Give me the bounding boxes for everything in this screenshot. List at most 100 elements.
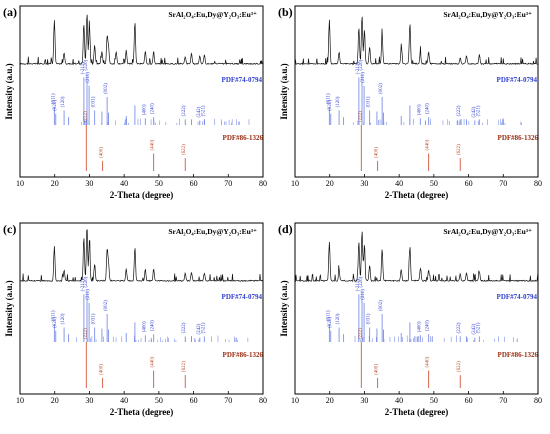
hkl-label: (120) xyxy=(61,96,66,107)
hkl-label: (220) xyxy=(84,59,89,70)
x-tick-label: 10 xyxy=(16,179,24,188)
hkl-label: (400) xyxy=(142,104,147,115)
hkl-label: (220) xyxy=(359,276,364,287)
reference-series-label: PDF#86-1326 xyxy=(498,134,539,142)
hkl-label: (222) xyxy=(358,111,363,122)
hkl-label: (240) xyxy=(151,103,156,114)
x-tick-label: 50 xyxy=(155,396,163,405)
hkl-label: (240) xyxy=(151,320,156,331)
x-tick-label: 50 xyxy=(155,179,163,188)
reference-pattern-pdf-74-0794 xyxy=(53,73,250,125)
reference-pattern-pdf-74-0794 xyxy=(328,290,518,342)
x-axis-label: 2-Theta (degree) xyxy=(385,190,449,200)
x-tick-label: 20 xyxy=(51,396,59,405)
x-tick-label: 60 xyxy=(465,179,473,188)
hkl-label: (440) xyxy=(151,356,156,367)
hkl-label: (020) xyxy=(328,317,333,328)
x-tick-label: 80 xyxy=(259,396,267,405)
x-tick-label: 50 xyxy=(430,179,438,188)
hkl-label: (-211) xyxy=(81,279,86,292)
hkl-label: (220) xyxy=(84,276,89,287)
hkl-label: (222) xyxy=(358,328,363,339)
sample-label: SrAl₂O₄:Eu,Dy@Y₂O₃:Eu³⁺ xyxy=(443,227,532,236)
reference-series-label: PDF#74-0794 xyxy=(497,76,538,84)
experimental-pattern-line xyxy=(19,14,263,66)
x-tick-label: 70 xyxy=(224,179,232,188)
reference-pattern-pdf-86-1326 xyxy=(360,125,461,171)
hkl-label: (521) xyxy=(201,105,206,116)
sample-label: SrAl₂O₄:Eu,Dy@Y₂O₃:Eu³⁺ xyxy=(168,227,257,236)
hkl-label: (211) xyxy=(86,289,91,300)
x-tick-label: 60 xyxy=(465,396,473,405)
hkl-label: (242) xyxy=(197,323,202,334)
x-tick-label: 40 xyxy=(395,396,403,405)
hkl-label: (120) xyxy=(336,313,341,324)
hkl-label: (011) xyxy=(326,93,331,104)
hkl-label: (222) xyxy=(83,328,88,339)
plot-frame xyxy=(19,5,264,178)
reference-pattern-pdf-86-1326 xyxy=(85,342,186,388)
panel-label: (a) xyxy=(3,5,17,19)
panel-label: (b) xyxy=(278,5,293,19)
sample-label: SrAl₂O₄:Eu,Dy@Y₂O₃:Eu³⁺ xyxy=(168,10,257,19)
hkl-label: (400) xyxy=(417,321,422,332)
reference-pattern-pdf-74-0794 xyxy=(53,290,249,342)
x-tick-label: 80 xyxy=(259,179,267,188)
hkl-label: (222) xyxy=(457,322,462,333)
hkl-label: (240) xyxy=(426,103,431,114)
y-axis-label: Intensity (a.u.) xyxy=(279,280,289,336)
xrd-panel-4: (d) SrAl₂O₄:Eu,Dy@Y₂O₃:Eu³⁺ PDF#74-0794 (01… xyxy=(278,222,542,417)
sample-label: SrAl₂O₄:Eu,Dy@Y₂O₃:Eu³⁺ xyxy=(443,10,532,19)
hkl-label: (020) xyxy=(53,100,58,111)
x-tick-label: 70 xyxy=(499,179,507,188)
x-tick-label: 80 xyxy=(534,396,542,405)
hkl-label: (240) xyxy=(426,320,431,331)
x-tick-label: 70 xyxy=(224,396,232,405)
hkl-label: (622) xyxy=(182,361,187,372)
reference-series-label: PDF#86-1326 xyxy=(498,351,539,359)
hkl-label: (020) xyxy=(53,317,58,328)
hkl-label: (002) xyxy=(104,300,109,311)
hkl-label: (521) xyxy=(476,322,481,333)
x-tick-label: 20 xyxy=(326,396,334,405)
panel-label: (c) xyxy=(3,222,16,236)
xrd-panel-3: (c) SrAl₂O₄:Eu,Dy@Y₂O₃:Eu³⁺ PDF#74-0794 (01… xyxy=(3,222,267,417)
x-tick-label: 30 xyxy=(85,179,93,188)
hkl-label: (-211) xyxy=(356,279,361,292)
hkl-label: (440) xyxy=(426,356,431,367)
reference-series-label: PDF#74-0794 xyxy=(222,293,263,301)
hkl-label: (400) xyxy=(100,364,105,375)
hkl-label: (031) xyxy=(92,313,97,324)
hkl-label: (002) xyxy=(379,300,384,311)
hkl-label: (400) xyxy=(142,321,147,332)
hkl-label: (020) xyxy=(328,100,333,111)
hkl-label: (521) xyxy=(476,105,481,116)
plot-frame xyxy=(294,222,539,395)
experimental-pattern-line xyxy=(294,16,538,66)
hkl-label: (211) xyxy=(361,72,366,83)
hkl-label: (002) xyxy=(104,83,109,94)
hkl-label: (242) xyxy=(197,106,202,117)
x-tick-label: 60 xyxy=(190,179,198,188)
hkl-label: (211) xyxy=(361,289,366,300)
x-tick-label: 10 xyxy=(291,179,299,188)
xrd-panel-1: (a) SrAl₂O₄:Eu,Dy@Y₂O₃:Eu³⁺ PDF#74-0794 (01… xyxy=(3,5,267,200)
x-tick-label: 30 xyxy=(360,396,368,405)
panel-label: (d) xyxy=(278,222,293,236)
hkl-label: (211) xyxy=(86,72,91,83)
plot-frame xyxy=(19,222,264,395)
hkl-label: (400) xyxy=(100,147,105,158)
hkl-label: (-211) xyxy=(81,62,86,75)
hkl-label: (400) xyxy=(417,104,422,115)
x-tick-label: 20 xyxy=(326,179,334,188)
hkl-label: (011) xyxy=(326,310,331,321)
x-axis-label: 2-Theta (degree) xyxy=(110,190,174,200)
reference-pattern-pdf-74-0794 xyxy=(328,73,522,125)
hkl-label: (222) xyxy=(182,105,187,116)
hkl-label: (521) xyxy=(201,322,206,333)
hkl-label: (011) xyxy=(51,310,56,321)
xrd-panel-2: (b) SrAl₂O₄:Eu,Dy@Y₂O₃:Eu³⁺ PDF#74-0794 (01… xyxy=(278,5,542,200)
x-tick-label: 30 xyxy=(360,179,368,188)
y-axis-label: Intensity (a.u.) xyxy=(4,280,14,336)
x-tick-label: 30 xyxy=(85,396,93,405)
